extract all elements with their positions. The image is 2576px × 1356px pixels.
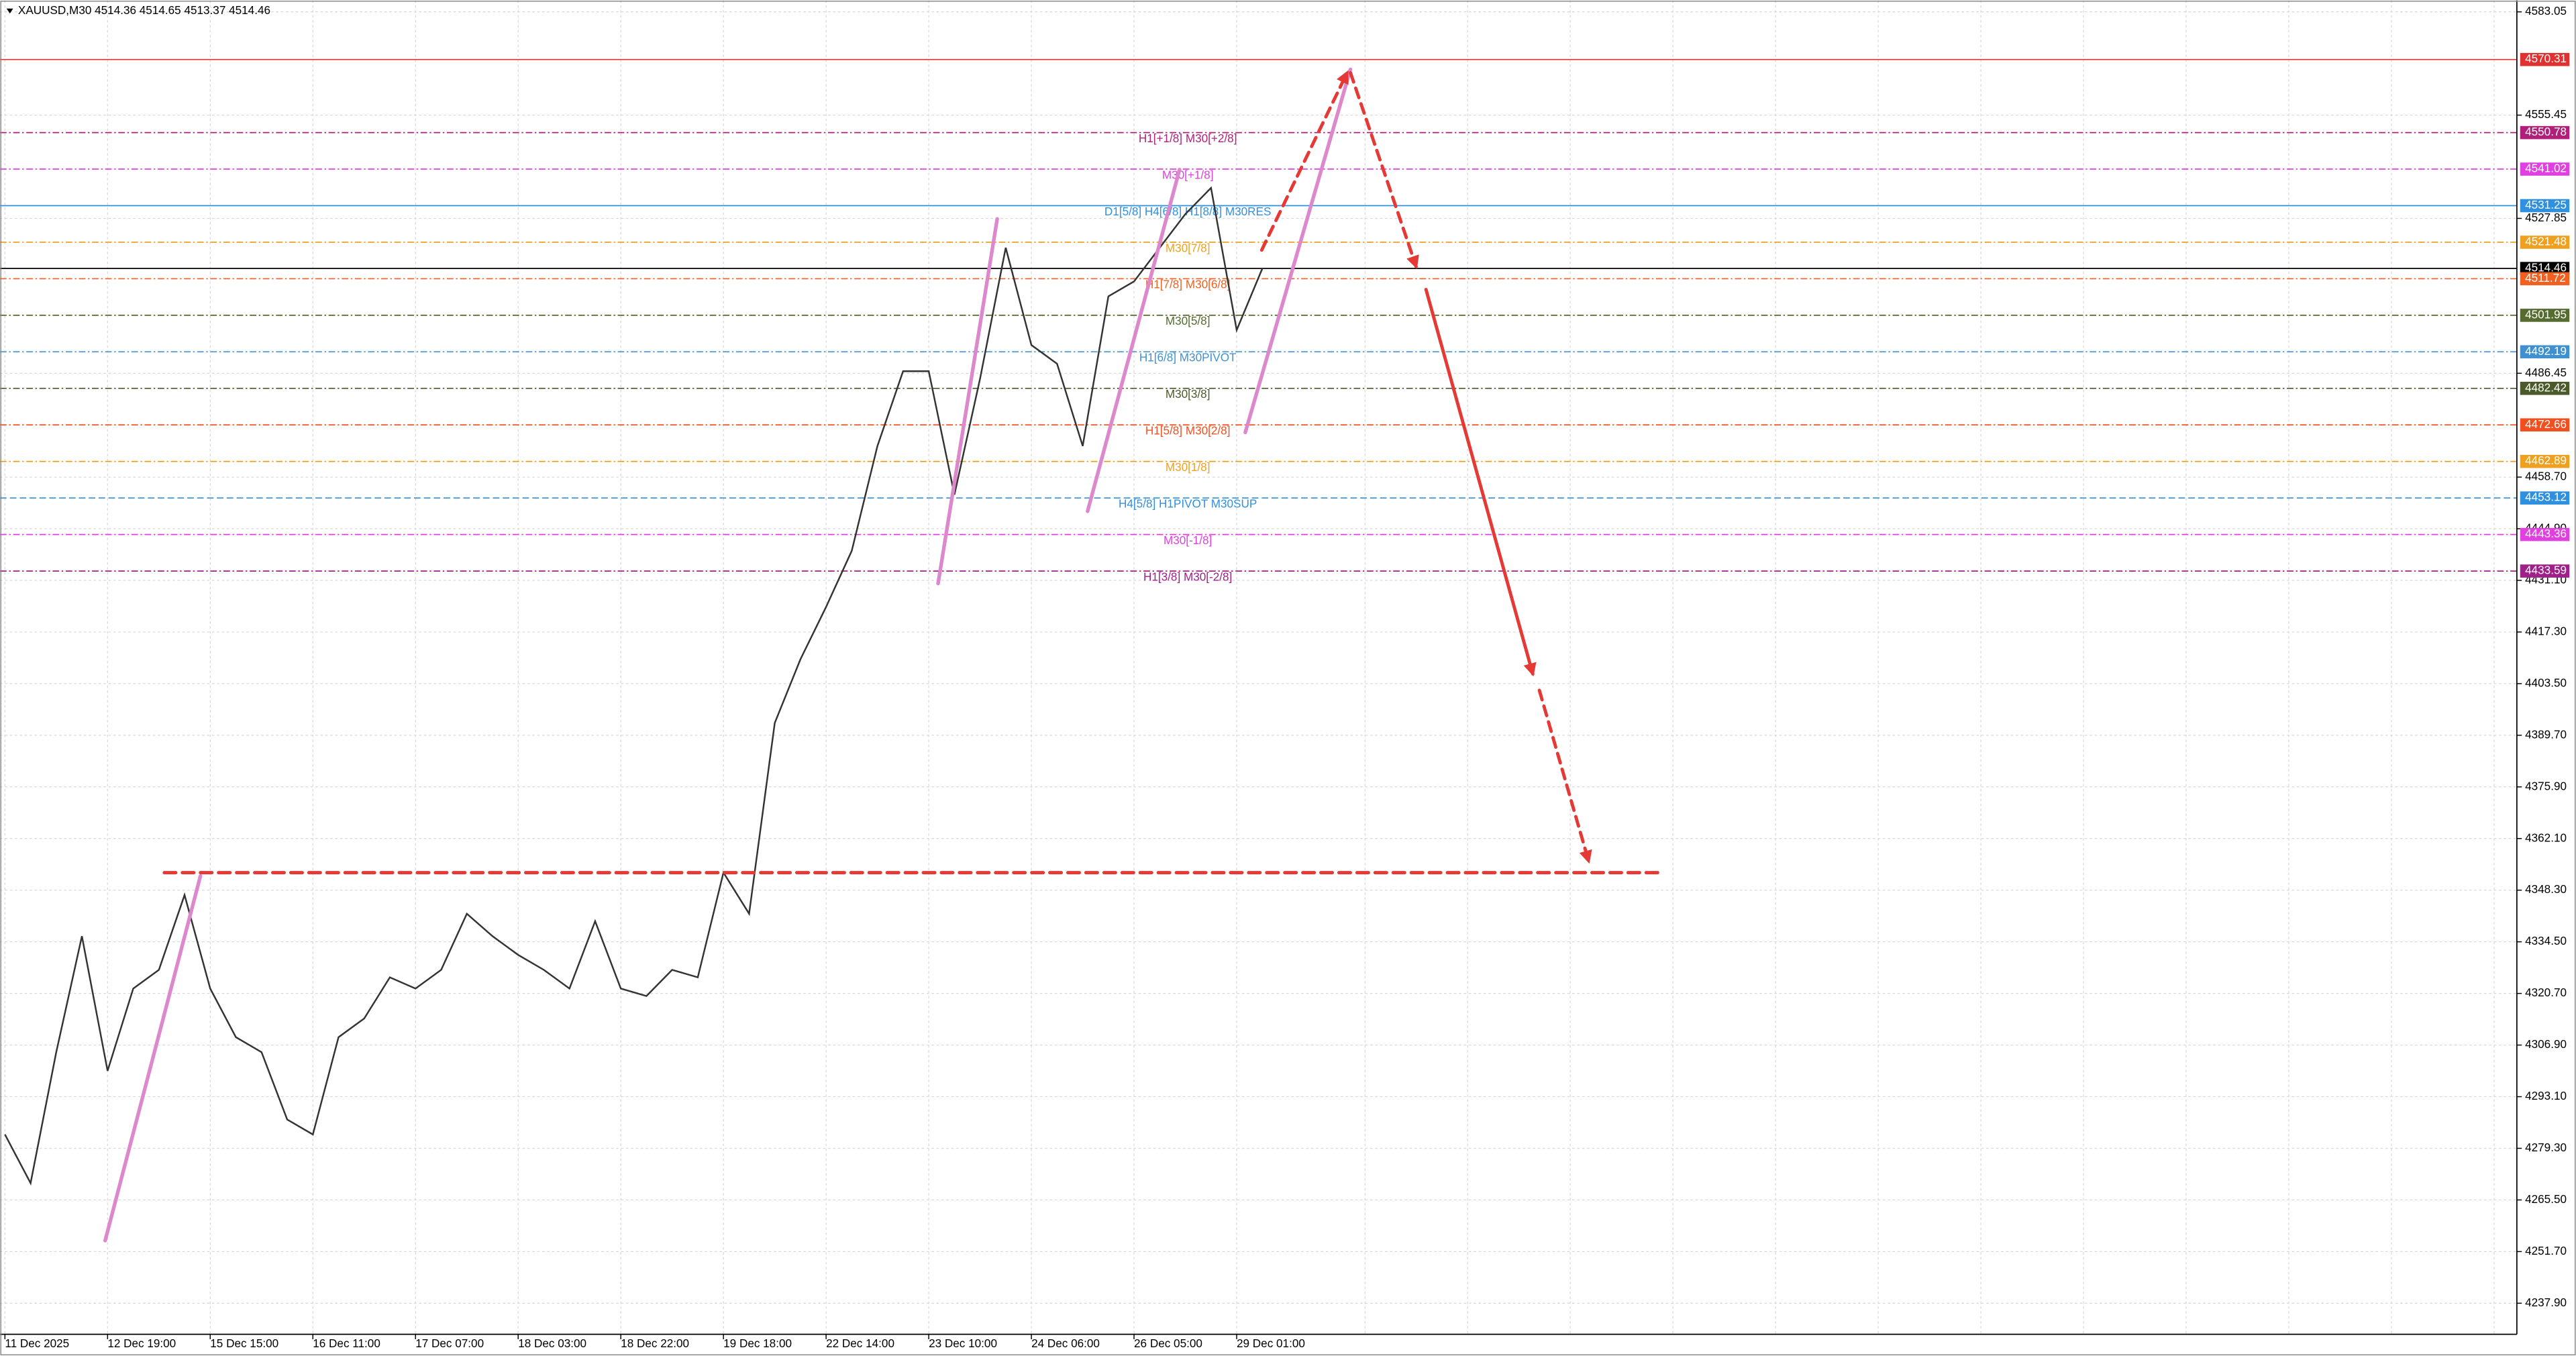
x-tick-label: 18 Dec 03:00	[518, 1337, 586, 1350]
y-tick-label: 4320.70	[2525, 986, 2567, 999]
x-tick-label: 24 Dec 06:00	[1031, 1337, 1100, 1350]
y-tick-label: 4403.50	[2525, 676, 2567, 689]
price-tag	[2520, 382, 2570, 395]
price-line	[4, 186, 1264, 1186]
trend-line	[1086, 168, 1182, 513]
level-label: H1[5/8] M30[2/8]	[1145, 424, 1231, 437]
price-tag-label: 4462.89	[2525, 454, 2567, 467]
x-tick-label: 22 Dec 14:00	[826, 1337, 894, 1350]
price-tag	[2520, 345, 2570, 359]
trend-line	[1243, 67, 1353, 435]
price-tag-label: 4570.31	[2525, 52, 2567, 65]
x-tick-label: 29 Dec 01:00	[1237, 1337, 1305, 1350]
price-tag-label: 4433.59	[2525, 564, 2567, 577]
x-tick-label: 15 Dec 15:00	[210, 1337, 278, 1350]
y-tick-label: 4334.50	[2525, 934, 2567, 947]
price-tag	[2520, 309, 2570, 322]
y-tick-label: 4583.05	[2525, 4, 2567, 17]
price-tag	[2520, 262, 2570, 275]
y-tick-label: 4306.90	[2525, 1037, 2567, 1051]
level-label: M30[5/8]	[1166, 314, 1210, 327]
price-tag-label: 4453.12	[2525, 490, 2567, 504]
y-tick-label: 4555.45	[2525, 107, 2567, 121]
price-tag	[2520, 491, 2570, 505]
forecast-arrow	[1537, 688, 1592, 864]
level-label: H1[7/8] M30[6/8]	[1145, 278, 1231, 291]
grid	[0, 0, 2517, 1335]
x-tick-label: 17 Dec 07:00	[415, 1337, 484, 1350]
price-tag	[2520, 454, 2570, 468]
price-tag-label: 4501.95	[2525, 307, 2567, 321]
price-tag	[2520, 52, 2570, 66]
y-tick-label: 4417.30	[2525, 624, 2567, 637]
trend-line	[103, 874, 203, 1243]
price-tag-label: 4472.66	[2525, 417, 2567, 431]
y-tick-label: 4362.10	[2525, 831, 2567, 844]
price-tag-label: 4443.36	[2525, 527, 2567, 540]
level-label: H1[3/8] M30[-2/8]	[1143, 570, 1232, 583]
y-tick-label: 4265.50	[2525, 1192, 2567, 1206]
y-tick-label: 4527.85	[2525, 211, 2567, 224]
y-tick-label: 4486.45	[2525, 366, 2567, 379]
menu-icon	[6, 8, 13, 14]
price-tag-label: 4511.72	[2525, 271, 2566, 284]
x-tick-label: 11 Dec 2025	[5, 1337, 69, 1350]
price-tag-label: 4482.42	[2525, 380, 2567, 394]
chart-title: XAUUSD,M30 4514.36 4514.65 4513.37 4514.…	[18, 3, 270, 17]
price-tag-label: 4492.19	[2525, 344, 2567, 358]
annotations	[103, 67, 1665, 1243]
y-tick-label: 4293.10	[2525, 1089, 2567, 1102]
price-tag-label: 4531.25	[2525, 198, 2567, 211]
level-label: H4[5/8] H1PIVOT M30SUP	[1119, 497, 1257, 511]
x-tick-label: 18 Dec 22:00	[621, 1337, 689, 1350]
x-tick-label: 23 Dec 10:00	[929, 1337, 997, 1350]
price-tag-label: 4550.78	[2525, 125, 2567, 138]
price-tag	[2520, 564, 2570, 578]
price	[4, 186, 1264, 1186]
y-tick-label: 4237.90	[2525, 1296, 2567, 1309]
price-tag-label: 4541.02	[2525, 162, 2567, 175]
price-tag	[2520, 527, 2570, 541]
forecast-arrow	[1349, 70, 1419, 269]
price-tag	[2520, 199, 2570, 213]
axis-labels: 4583.054555.454527.854486.454458.704444.…	[4, 4, 2570, 1350]
level-label: M30[-1/8]	[1164, 533, 1212, 547]
price-tag	[2520, 236, 2570, 249]
trend-line	[936, 217, 999, 586]
y-tick-label: 4389.70	[2525, 727, 2567, 741]
level-label: M30[1/8]	[1166, 460, 1210, 474]
price-tag-label: 4514.46	[2525, 261, 2567, 274]
price-tag	[2520, 125, 2570, 140]
price-tag-label: 4521.48	[2525, 235, 2567, 248]
x-tick-label: 12 Dec 19:00	[107, 1337, 176, 1350]
forecast-arrow	[1259, 70, 1349, 252]
price-tag	[2520, 162, 2570, 176]
x-tick-label: 26 Dec 05:00	[1134, 1337, 1202, 1350]
x-tick-label: 19 Dec 18:00	[723, 1337, 792, 1350]
price-tag	[2520, 272, 2570, 286]
y-tick-label: 4279.30	[2525, 1141, 2567, 1154]
x-tick-label: 16 Dec 11:00	[313, 1337, 380, 1350]
y-tick-label: 4458.70	[2525, 470, 2567, 483]
y-tick-label: 4375.90	[2525, 779, 2567, 792]
level-label: H1[+1/8] M30[+2/8]	[1139, 132, 1237, 145]
y-tick-label: 4251.70	[2525, 1244, 2567, 1257]
price-tag	[2520, 418, 2570, 432]
level-label: M30[3/8]	[1166, 387, 1210, 401]
level-label: H1[6/8] M30PIVOT	[1139, 351, 1237, 364]
y-tick-label: 4348.30	[2525, 882, 2567, 896]
level-label: M30[+1/8]	[1162, 168, 1214, 181]
forecast-arrow	[1424, 288, 1537, 677]
level-label: M30[7/8]	[1166, 241, 1210, 254]
